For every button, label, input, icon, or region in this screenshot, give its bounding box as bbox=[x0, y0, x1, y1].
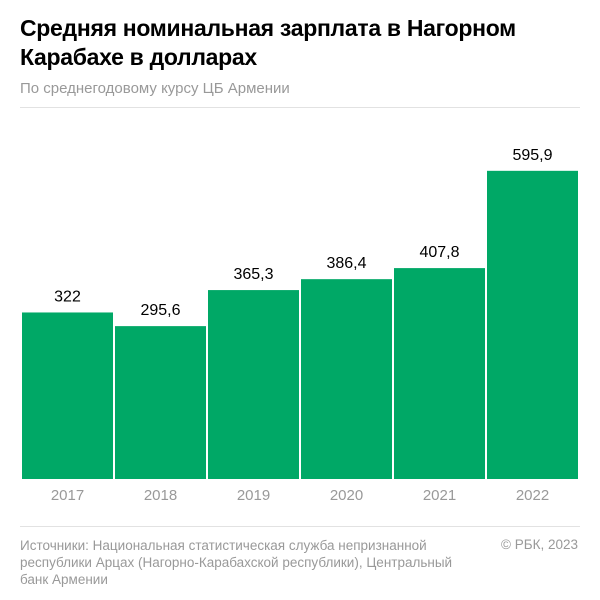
chart-subtitle: По среднегодовому курсу ЦБ Армении bbox=[20, 80, 290, 97]
data-label: 365,3 bbox=[233, 266, 273, 283]
data-label: 295,6 bbox=[140, 302, 180, 319]
x-tick-label: 2020 bbox=[330, 487, 363, 504]
data-label: 386,4 bbox=[326, 255, 366, 272]
bar-2021 bbox=[394, 268, 485, 479]
x-tick-label: 2017 bbox=[51, 487, 84, 504]
bar-2020 bbox=[301, 279, 392, 479]
copyright: © РБК, 2023 bbox=[501, 537, 578, 552]
x-tick-label: 2019 bbox=[237, 487, 270, 504]
source-note: Источники: Национальная статистическая с… bbox=[20, 538, 453, 587]
x-tick-label: 2021 bbox=[423, 487, 456, 504]
data-label: 322 bbox=[54, 288, 81, 305]
data-label: 595,9 bbox=[512, 147, 552, 164]
bar-2022 bbox=[487, 170, 578, 480]
data-label: 407,8 bbox=[419, 244, 459, 261]
divider bbox=[20, 107, 580, 108]
divider bbox=[20, 526, 580, 527]
bar-2018 bbox=[115, 326, 206, 479]
bar-2017 bbox=[22, 312, 113, 479]
bar-2019 bbox=[208, 290, 299, 479]
x-tick-label: 2018 bbox=[144, 487, 177, 504]
x-tick-label: 2022 bbox=[516, 487, 549, 504]
chart-title: Средняя номинальная зарплата в Нагорном … bbox=[20, 15, 516, 70]
